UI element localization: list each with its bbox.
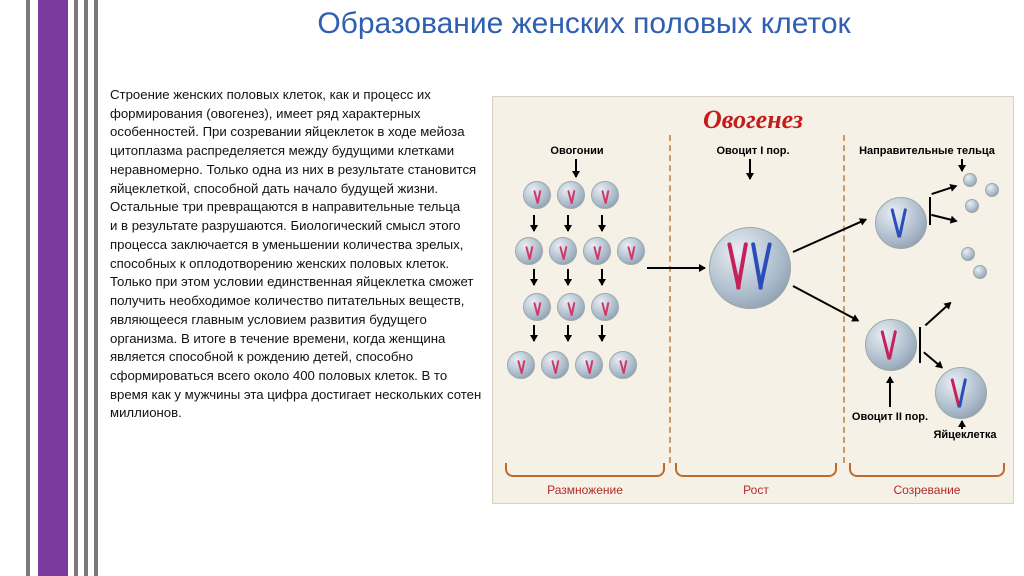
- arrow-icon: [931, 214, 957, 222]
- decor-stripe: [94, 0, 98, 576]
- chromosomes-icon: [622, 242, 640, 260]
- arrow-icon: [567, 215, 569, 231]
- arrow-icon: [647, 267, 705, 269]
- chromosomes-icon: [614, 356, 632, 374]
- oogenesis-diagram: Овогенез Овогонии Овоцит I пор. Направит…: [492, 96, 1014, 504]
- cell-ovogonium: [591, 181, 619, 209]
- cell-ovogonium: [617, 237, 645, 265]
- cell-polar-body: [985, 183, 999, 197]
- arrow-icon: [601, 215, 603, 231]
- arrow-icon: [533, 325, 535, 341]
- chromosomes-icon: [546, 356, 564, 374]
- chromosomes-icon: [710, 228, 790, 308]
- chromosomes-icon: [596, 186, 614, 204]
- arrow-icon: [601, 269, 603, 285]
- cell-egg: [935, 367, 987, 419]
- label-ovogonii: Овогонии: [537, 145, 617, 157]
- connector: [919, 327, 921, 363]
- chromosomes-icon: [588, 242, 606, 260]
- arrow-icon: [961, 421, 963, 429]
- arrow-icon: [601, 325, 603, 341]
- label-ovocyt1: Овоцит I пор.: [703, 145, 803, 157]
- body-paragraph: Строение женских половых клеток, как и п…: [110, 86, 482, 423]
- cell-ovogonium: [609, 351, 637, 379]
- cell-ovogonium: [523, 181, 551, 209]
- decor-stripe-purple: [38, 0, 68, 576]
- chromosomes-icon: [876, 198, 926, 248]
- cell-ovogonium: [557, 293, 585, 321]
- arrow-icon: [793, 285, 859, 322]
- arrow-icon: [567, 325, 569, 341]
- stage-divider: [669, 135, 671, 463]
- arrow-icon: [889, 377, 891, 407]
- cell-ovogonium: [515, 237, 543, 265]
- stage-bracket: [505, 463, 665, 477]
- cell-ovocyt2-top: [875, 197, 927, 249]
- label-polar: Направительные тельца: [849, 145, 1005, 157]
- chromosomes-icon: [562, 186, 580, 204]
- page-title: Образование женских половых клеток: [304, 6, 864, 42]
- diagram-title: Овогенез: [493, 105, 1013, 135]
- chromosomes-icon: [520, 242, 538, 260]
- chromosomes-icon: [866, 320, 916, 370]
- stage-bracket: [675, 463, 837, 477]
- cell-polar-body: [961, 247, 975, 261]
- arrow-icon: [533, 215, 535, 231]
- cell-ovogonium: [541, 351, 569, 379]
- chromosomes-icon: [528, 186, 546, 204]
- cell-polar-body: [963, 173, 977, 187]
- cell-ovogonium: [575, 351, 603, 379]
- arrow-icon: [533, 269, 535, 285]
- cell-ovogonium: [523, 293, 551, 321]
- chromosomes-icon: [512, 356, 530, 374]
- stage-label-mat: Созревание: [849, 483, 1005, 497]
- cell-ovogonium: [591, 293, 619, 321]
- decor-stripe: [84, 0, 88, 576]
- arrow-icon: [793, 219, 867, 253]
- cell-polar-body: [965, 199, 979, 213]
- arrow-icon: [931, 185, 956, 195]
- arrow-icon: [961, 159, 963, 171]
- arrow-icon: [923, 352, 943, 369]
- cell-ovogonium: [507, 351, 535, 379]
- chromosomes-icon: [580, 356, 598, 374]
- cell-polar-body: [973, 265, 987, 279]
- decor-stripe: [74, 0, 78, 576]
- arrow-icon: [567, 269, 569, 285]
- decor-stripe: [26, 0, 30, 576]
- arrow-icon: [749, 159, 751, 179]
- arrow-icon: [925, 302, 952, 326]
- cell-ovocyt1: [709, 227, 791, 309]
- stage-label-growth: Рост: [675, 483, 837, 497]
- arrow-icon: [575, 159, 577, 177]
- stage-bracket: [849, 463, 1005, 477]
- chromosomes-icon: [936, 368, 986, 418]
- connector: [929, 197, 931, 225]
- chromosomes-icon: [554, 242, 572, 260]
- chromosomes-icon: [562, 298, 580, 316]
- stage-label-mult: Размножение: [505, 483, 665, 497]
- label-egg: Яйцеклетка: [925, 429, 1005, 441]
- cell-ovogonium: [549, 237, 577, 265]
- chromosomes-icon: [528, 298, 546, 316]
- cell-ovogonium: [557, 181, 585, 209]
- cell-ovogonium: [583, 237, 611, 265]
- cell-ovocyt2-bottom: [865, 319, 917, 371]
- chromosomes-icon: [596, 298, 614, 316]
- label-ovocyt2: Овоцит II пор.: [845, 411, 935, 423]
